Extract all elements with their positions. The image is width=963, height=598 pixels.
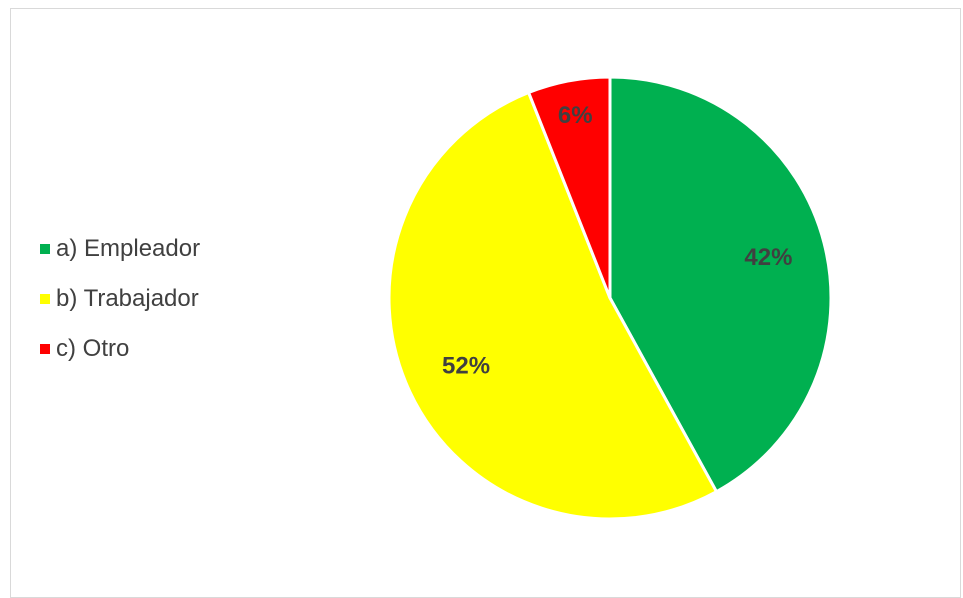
legend-item-trabajador: b) Trabajador (40, 282, 340, 316)
legend-swatch-otro (40, 344, 50, 354)
pie-data-labels: 42% 52% 6% (442, 102, 792, 379)
legend-item-otro: c) Otro (40, 332, 340, 366)
data-label-otro: 6% (558, 102, 593, 129)
pie-slice-empleador (608, 75, 833, 494)
data-label-trabajador: 52% (442, 352, 490, 379)
pie-chart: 42% 52% 6% (387, 75, 833, 521)
data-label-empleador: 42% (744, 244, 792, 271)
pie-slice-otro (527, 75, 612, 300)
legend-label-otro: c) Otro (56, 335, 130, 362)
pie-slice-trabajador (387, 91, 718, 521)
legend-label-empleador: a) Empleador (56, 235, 201, 262)
pie-slices (387, 75, 833, 521)
legend-swatch-empleador (40, 244, 50, 254)
legend-swatch-trabajador (40, 294, 50, 304)
legend-item-empleador: a) Empleador (40, 232, 340, 266)
legend: a) Empleador b) Trabajador c) Otro (40, 232, 340, 382)
legend-label-trabajador: b) Trabajador (56, 285, 199, 312)
